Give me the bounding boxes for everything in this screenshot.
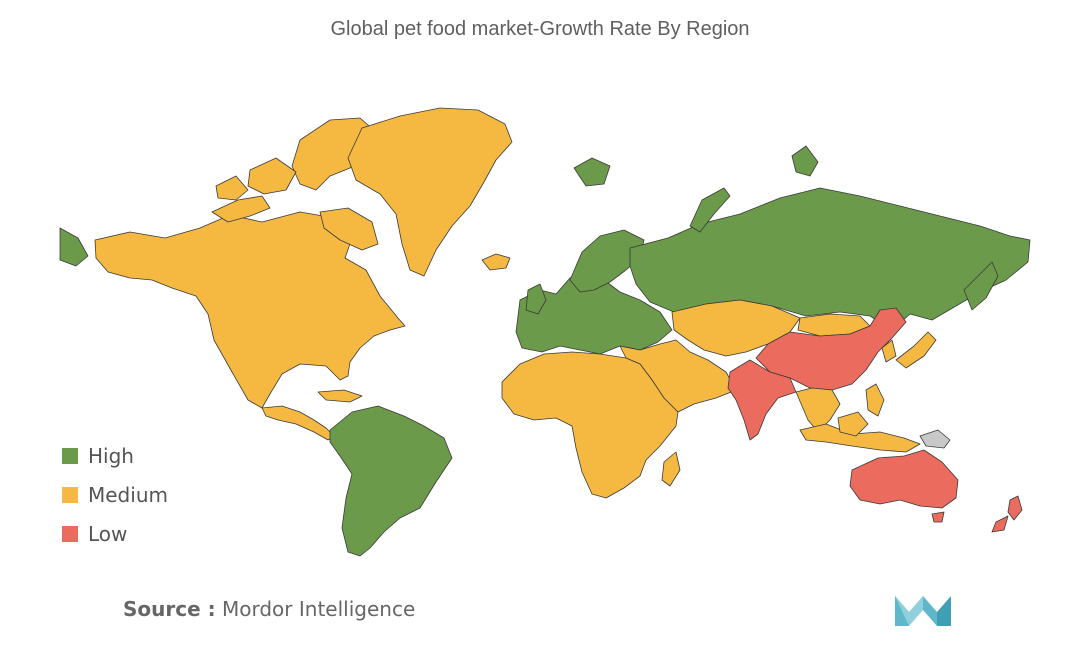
region-canada-islands bbox=[211, 195, 271, 223]
legend-label-high: High bbox=[88, 443, 134, 468]
region-madagascar bbox=[661, 451, 681, 487]
region-hudson-east bbox=[319, 207, 379, 251]
region-caribbean bbox=[317, 389, 363, 403]
region-svalbard bbox=[573, 157, 611, 187]
region-central-america bbox=[261, 405, 335, 441]
region-philippines bbox=[865, 383, 885, 417]
region-borneo bbox=[837, 411, 869, 437]
legend-item-low: Low bbox=[62, 514, 168, 553]
source-value: Mordor Intelligence bbox=[222, 597, 416, 621]
region-tasmania bbox=[931, 511, 945, 523]
region-southeast-asia bbox=[795, 387, 841, 433]
region-greenland bbox=[347, 107, 513, 277]
region-new-zealand-south bbox=[991, 515, 1009, 533]
region-africa bbox=[501, 351, 679, 499]
region-south-america bbox=[329, 405, 453, 557]
legend-swatch-medium bbox=[62, 486, 78, 503]
region-new-zealand bbox=[1007, 495, 1023, 521]
region-north-america bbox=[94, 211, 406, 409]
region-iceland bbox=[481, 253, 511, 271]
region-arctic-islands-2 bbox=[215, 175, 249, 201]
source-label: Source : bbox=[123, 597, 216, 621]
legend: High Medium Low bbox=[62, 436, 168, 553]
source-credit: Source : Mordor Intelligence bbox=[123, 597, 415, 621]
legend-item-high: High bbox=[62, 436, 168, 475]
chart-title: Global pet food market-Growth Rate By Re… bbox=[330, 18, 750, 40]
region-arctic-islands bbox=[247, 157, 297, 195]
legend-item-medium: Medium bbox=[62, 475, 168, 514]
legend-label-medium: Medium bbox=[88, 482, 168, 507]
region-new-guinea bbox=[919, 429, 951, 449]
region-sakhalin-kamchatka bbox=[963, 261, 999, 311]
region-australia bbox=[849, 449, 959, 509]
region-uk bbox=[525, 283, 547, 315]
legend-label-low: Low bbox=[88, 521, 128, 546]
region-baffin bbox=[291, 117, 377, 191]
region-india bbox=[727, 359, 797, 441]
region-franz-josef bbox=[791, 145, 819, 177]
region-chukotka-west bbox=[59, 227, 89, 267]
region-novaya-zemlya bbox=[689, 187, 731, 233]
legend-swatch-low bbox=[62, 525, 78, 542]
mordor-intelligence-logo-icon bbox=[895, 596, 951, 626]
region-korea bbox=[881, 339, 897, 363]
region-japan bbox=[895, 331, 937, 369]
legend-swatch-high bbox=[62, 447, 78, 464]
